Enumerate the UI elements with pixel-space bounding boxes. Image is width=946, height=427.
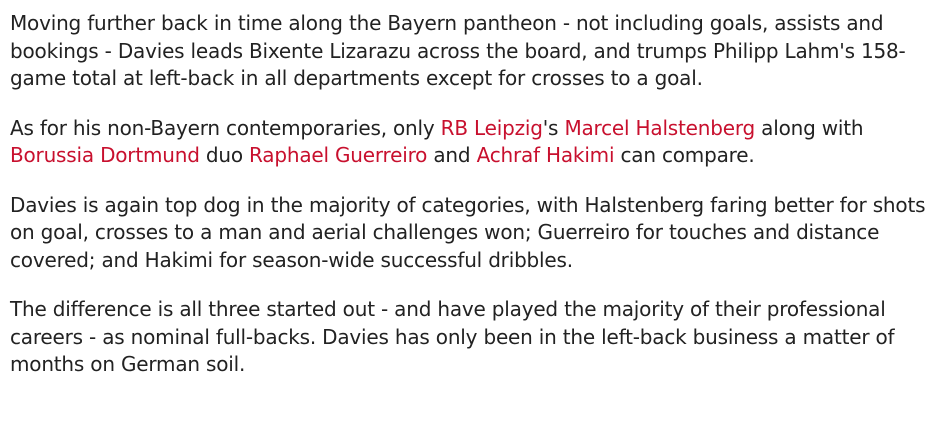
paragraph-3: Davies is again top dog in the majority …	[10, 192, 926, 272]
link-rb-leipzig[interactable]: RB Leipzig	[440, 115, 543, 140]
link-borussia-dortmund[interactable]: Borussia Dortmund	[10, 143, 200, 167]
paragraph-2-text: along with	[755, 115, 864, 140]
paragraph-2-text: can compare.	[614, 143, 755, 167]
link-marcel-halstenberg[interactable]: Marcel Halstenberg	[564, 115, 756, 140]
paragraph-2-text: 's	[542, 115, 565, 140]
paragraph-2-text: duo	[199, 143, 250, 167]
paragraph-4: The difference is all three started out …	[10, 297, 895, 376]
link-achraf-hakimi[interactable]: Achraf Hakimi	[476, 143, 615, 167]
paragraph-1: Moving further back in time along the Ba…	[10, 11, 906, 90]
paragraph-2: As for his non-Bayern contemporaries, on…	[10, 115, 938, 170]
article-body: Moving further back in time along the Ba…	[10, 11, 938, 376]
paragraph-2-text: and	[427, 143, 477, 167]
link-raphael-guerreiro[interactable]: Raphael Guerreiro	[249, 143, 428, 167]
paragraph-2-text: As for his non-Bayern contemporaries, on…	[10, 115, 441, 140]
